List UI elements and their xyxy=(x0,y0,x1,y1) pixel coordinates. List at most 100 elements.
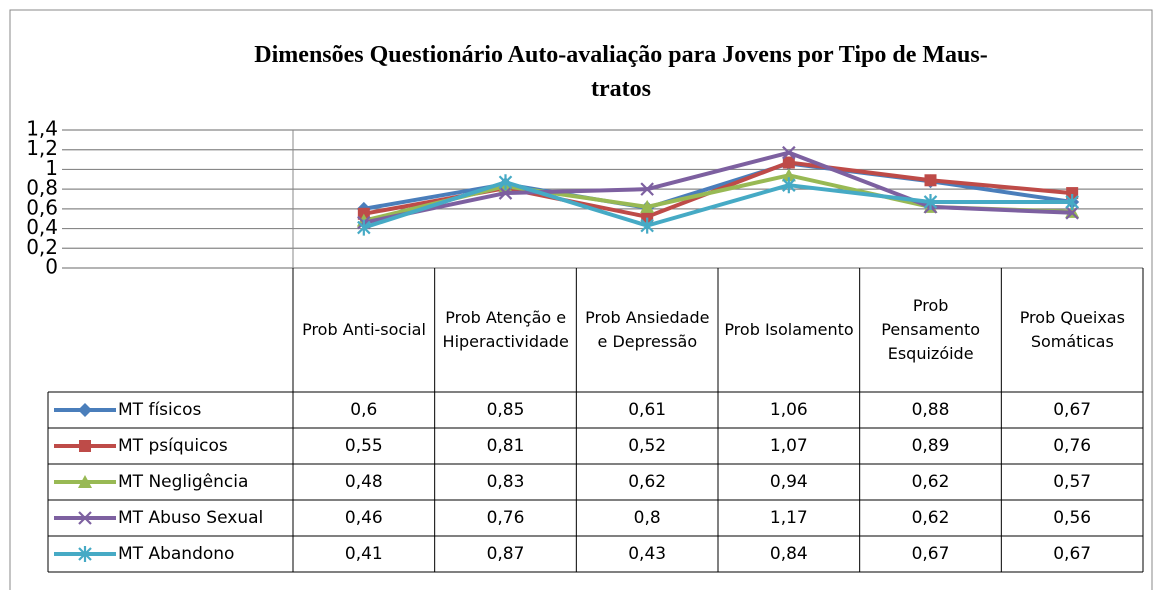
legend-label: MT psíquicos xyxy=(118,436,228,456)
x-tick-label: Prob Ansiedade e Depressão xyxy=(585,308,710,351)
marker-shape xyxy=(78,546,92,562)
chart-frame xyxy=(9,9,1153,590)
legend-marker xyxy=(78,403,92,417)
table-value: 0,52 xyxy=(628,436,666,456)
marker xyxy=(782,145,796,160)
marker xyxy=(781,168,796,182)
marker-shape xyxy=(1066,187,1079,200)
marker-shape xyxy=(78,403,92,417)
marker-shape xyxy=(498,174,513,191)
marker-shape xyxy=(923,193,938,210)
table-value: 0,81 xyxy=(487,436,525,456)
table-value: 0,55 xyxy=(345,436,383,456)
marker xyxy=(1065,206,1079,220)
legend-label: MT físicos xyxy=(118,400,201,420)
table-value: 0,56 xyxy=(1053,508,1091,528)
marker-shape xyxy=(782,145,796,160)
marker-shape xyxy=(1065,193,1079,210)
category-cell: Prob Pensamento Esquizóide xyxy=(881,296,981,363)
table-value: 1,07 xyxy=(770,436,808,456)
table-value: 0,67 xyxy=(912,544,950,564)
table-value: 0,46 xyxy=(345,508,383,528)
x-tick-label: Prob Anti-social xyxy=(302,320,426,339)
table-value: 0,85 xyxy=(487,400,525,420)
table-value: 0,84 xyxy=(770,544,808,564)
y-tick-label: 1 xyxy=(45,156,58,180)
table-value: 0,62 xyxy=(912,472,950,492)
table-value: 0,87 xyxy=(487,544,525,564)
marker xyxy=(498,174,513,191)
marker-shape xyxy=(78,511,92,525)
legend-marker xyxy=(79,440,91,452)
marker-shape xyxy=(640,199,655,213)
category-cell: Prob Isolamento xyxy=(724,320,854,339)
table-value: 0,8 xyxy=(634,508,661,528)
table-value: 0,61 xyxy=(628,400,666,420)
series-line xyxy=(363,150,1073,225)
marker xyxy=(782,156,795,169)
series-line xyxy=(363,180,1073,230)
marker xyxy=(498,186,513,200)
marker-shape xyxy=(781,168,796,182)
table-value: 0,83 xyxy=(487,472,525,492)
marker xyxy=(640,217,654,234)
marker-shape xyxy=(782,156,795,169)
legend-label: MT Abandono xyxy=(118,544,234,564)
marker-shape xyxy=(782,177,796,194)
marker xyxy=(357,219,371,236)
legend-marker xyxy=(78,475,92,488)
y-tick-label: 1,4 xyxy=(26,117,58,141)
y-tick-label: 0,2 xyxy=(26,235,58,259)
marker xyxy=(1065,193,1079,210)
marker-shape xyxy=(641,210,654,223)
x-tick-label: Prob Atenção e Hiperactividade xyxy=(442,308,569,351)
table-value: 0,67 xyxy=(1053,544,1091,564)
y-tick-label: 0,4 xyxy=(26,215,58,239)
x-tick-label: Prob Queixas Somáticas xyxy=(1019,308,1125,351)
marker xyxy=(782,177,796,194)
table-value: 0,76 xyxy=(487,508,525,528)
marker xyxy=(641,210,654,223)
legend-label: MT Abuso Sexual xyxy=(118,508,263,528)
x-tick-label: Prob Isolamento xyxy=(724,320,854,339)
category-cell: Prob Ansiedade e Depressão xyxy=(585,308,710,351)
table-value: 0,94 xyxy=(770,472,808,492)
marker-shape xyxy=(79,440,91,452)
marker xyxy=(923,193,938,210)
y-tick-label: 0,8 xyxy=(26,176,58,200)
table-value: 0,41 xyxy=(345,544,383,564)
table-value: 0,67 xyxy=(1053,400,1091,420)
y-tick-label: 0,6 xyxy=(26,195,58,219)
marker-shape xyxy=(640,217,654,234)
legend-marker xyxy=(78,546,92,562)
marker-shape xyxy=(498,186,513,200)
table-value: 0,88 xyxy=(912,400,950,420)
marker-shape xyxy=(640,182,654,196)
table-value: 0,48 xyxy=(345,472,383,492)
category-cell: Prob Queixas Somáticas xyxy=(1019,308,1125,351)
legend-label: MT Negligência xyxy=(118,472,248,492)
table-value: 0,76 xyxy=(1053,436,1091,456)
table-value: 1,17 xyxy=(770,508,808,528)
category-cell: Prob Anti-social xyxy=(302,320,426,339)
legend-marker xyxy=(78,511,92,525)
marker-shape xyxy=(78,475,92,488)
title-box: Dimensões Questionário Auto-avaliação pa… xyxy=(254,42,988,102)
chart-title: Dimensões Questionário Auto-avaliação pa… xyxy=(254,42,988,102)
marker-shape xyxy=(924,174,937,187)
marker xyxy=(640,182,654,196)
marker xyxy=(1066,187,1079,200)
table-value: 0,57 xyxy=(1053,472,1091,492)
table-value: 1,06 xyxy=(770,400,808,420)
category-cell: Prob Atenção e Hiperactividade xyxy=(442,308,569,351)
marker xyxy=(640,199,655,213)
table-value: 0,43 xyxy=(628,544,666,564)
marker-shape xyxy=(1065,206,1079,220)
y-tick-label: 1,2 xyxy=(26,136,58,160)
table-value: 0,6 xyxy=(350,400,377,420)
x-tick-label: Prob Pensamento Esquizóide xyxy=(881,296,981,363)
table-value: 0,62 xyxy=(912,508,950,528)
y-tick-label: 0 xyxy=(45,255,58,279)
table-value: 0,89 xyxy=(912,436,950,456)
